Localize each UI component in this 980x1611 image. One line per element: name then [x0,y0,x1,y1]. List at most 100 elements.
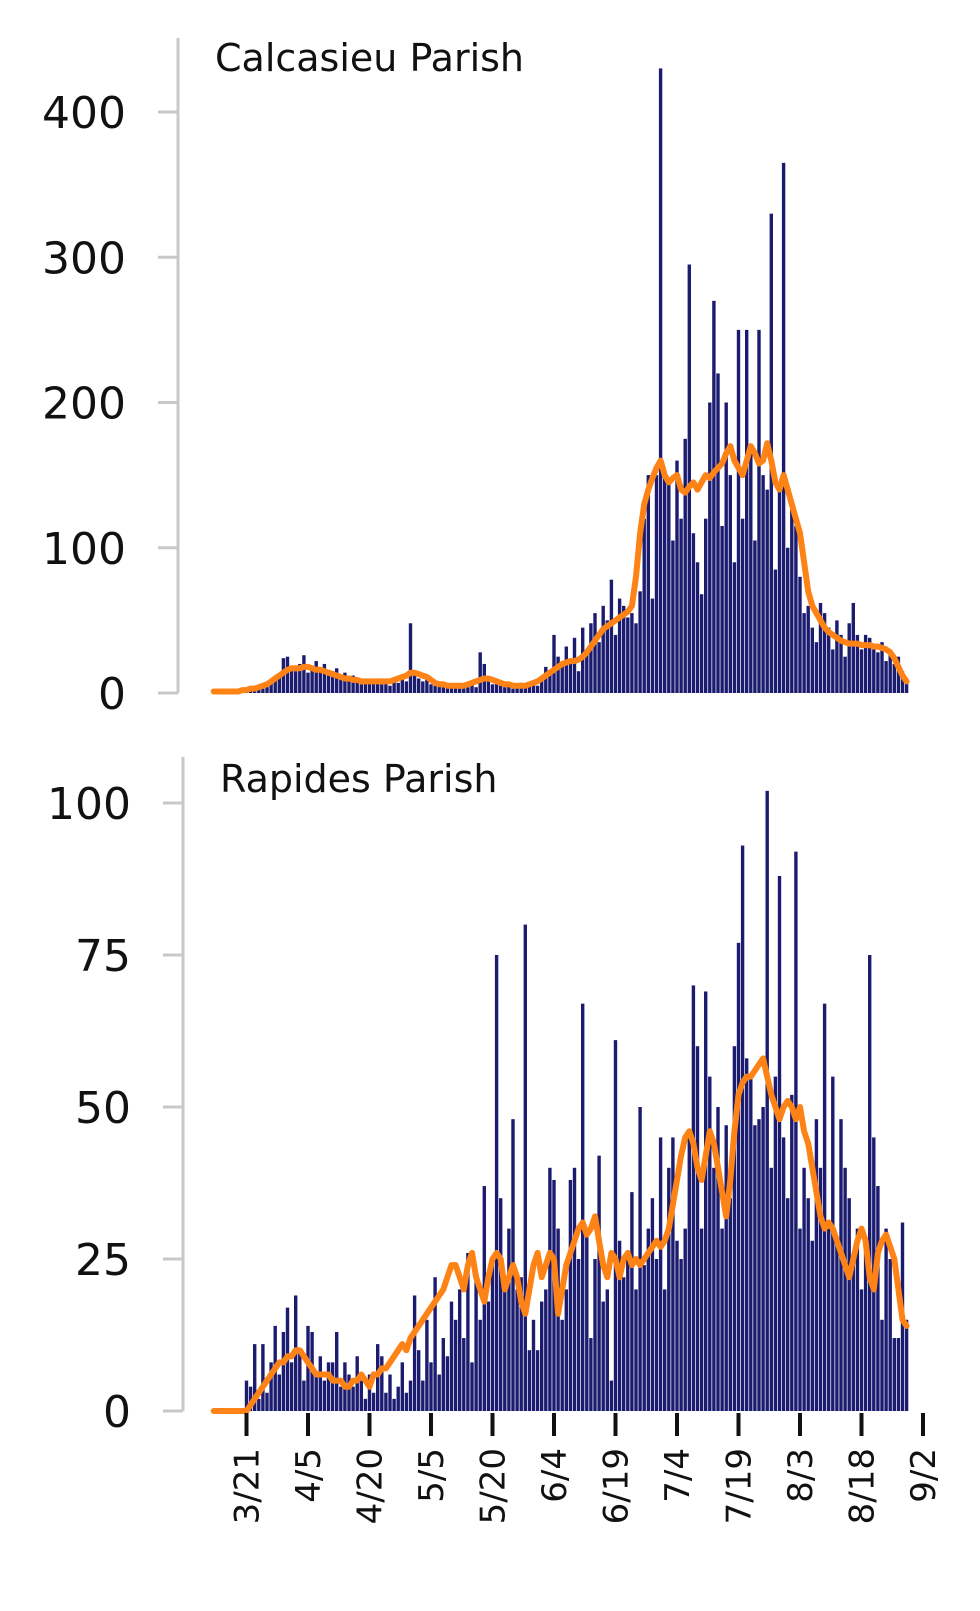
daily-bar [490,684,495,693]
daily-bar [626,1259,630,1411]
daily-bar [318,669,322,693]
daily-bar [441,1338,445,1411]
daily-bar [835,1240,839,1411]
daily-bar [425,675,429,693]
daily-bar [265,1392,269,1411]
daily-bar [802,613,806,693]
daily-bar [724,402,728,693]
daily-bar [376,1344,380,1411]
daily-bar [794,525,798,693]
daily-bar [437,682,441,693]
daily-bar [695,1046,700,1411]
daily-bar [351,1386,355,1411]
daily-bar [642,1265,646,1411]
daily-bar [347,1374,351,1411]
x-tick-label: 5/5 [412,1448,452,1503]
rapides-panel: Rapides Parish 0 25 50 75 100 [47,757,910,1438]
daily-bar [511,688,515,693]
daily-bar [712,1167,716,1411]
rapides-title: Rapides Parish [220,757,497,801]
daily-bar [458,1289,462,1411]
daily-bar [302,655,306,693]
daily-bar [474,1271,478,1411]
daily-bar [749,1076,753,1411]
daily-bar [515,685,519,693]
daily-bar [622,605,626,693]
daily-bar [609,1380,614,1411]
x-tick-label: 3/21 [228,1448,268,1524]
daily-bar [675,460,679,693]
daily-bar [404,1392,409,1411]
daily-bar [781,1137,786,1411]
daily-bar [888,1259,892,1411]
daily-bar [273,678,277,693]
daily-bar [494,955,499,1411]
daily-bar [355,1356,359,1411]
daily-bar [736,329,741,693]
daily-bar [884,1228,888,1411]
daily-bar [519,1277,523,1411]
daily-bar [904,1319,909,1411]
daily-bar [499,1198,503,1411]
daily-bar [421,1380,425,1411]
daily-bar [798,1228,802,1411]
daily-bar [822,1003,827,1411]
daily-bar [617,1240,622,1411]
average-line [210,1055,910,1414]
daily-bar [441,687,445,693]
daily-bar [683,438,687,693]
daily-bar [412,671,417,693]
daily-bar [851,1259,855,1411]
daily-bar [421,681,425,693]
daily-bar [589,1338,593,1411]
daily-bar [355,678,359,693]
daily-bar [736,942,741,1411]
daily-bar [716,373,720,693]
daily-bar [322,663,327,693]
daily-bar [462,1338,466,1411]
daily-bar [704,518,708,693]
daily-bar [556,1228,560,1411]
daily-bar [339,678,343,693]
daily-bar [466,1252,470,1411]
daily-bar [798,576,802,693]
daily-bar [400,675,404,693]
daily-bar [806,605,810,693]
daily-bar [777,875,782,1411]
y-tick-label: 75 [75,931,131,982]
daily-bar [831,1076,835,1411]
daily-bar [326,675,331,693]
daily-bar [429,1362,433,1411]
daily-bar [540,1301,544,1411]
daily-bar [371,682,376,693]
daily-bar [400,1362,404,1411]
daily-bar [380,1356,384,1411]
daily-bar [827,627,831,693]
daily-bar [868,637,872,693]
daily-bar [892,663,896,693]
daily-bar [683,1228,687,1411]
daily-bar [740,845,745,1411]
daily-bar [630,1192,634,1411]
daily-bar [646,475,650,693]
daily-bar [679,1259,683,1411]
daily-bar [892,1338,896,1411]
daily-bar [429,684,433,693]
daily-bar [601,605,605,693]
daily-bar [261,688,265,693]
daily-bar [523,687,527,693]
daily-bar [814,1119,819,1411]
daily-bar [671,540,675,693]
daily-bar [453,687,458,693]
daily-bar [658,1137,663,1411]
daily-bar [704,991,708,1411]
daily-bar [392,679,396,693]
daily-bar [654,1259,659,1411]
daily-bar [708,1076,712,1411]
daily-bar [757,329,761,693]
daily-bar [847,1198,851,1411]
daily-bar [281,1331,286,1411]
x-axis: 3/21 4/5 4/20 5/5 5/20 6/4 6/19 7/4 7/19 8/3 8/18 9… [228,1413,944,1524]
daily-bar [663,1289,667,1411]
daily-bar [330,671,335,693]
